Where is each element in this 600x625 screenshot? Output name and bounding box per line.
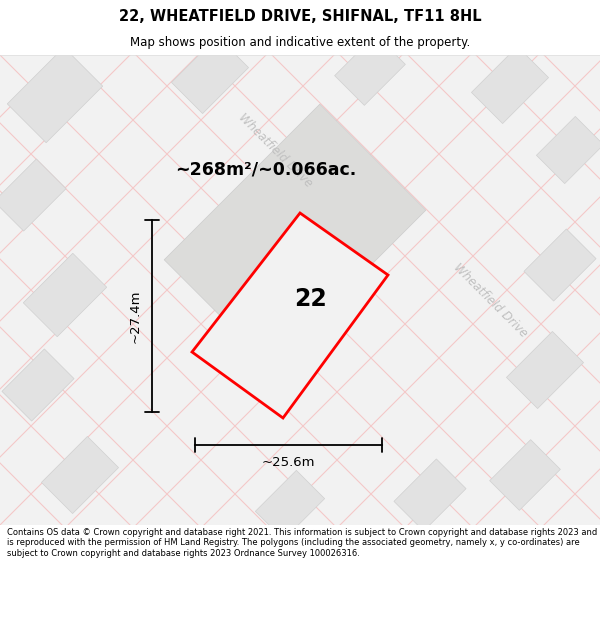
Bar (335, 34, 406, 106)
Text: 22, WHEATFIELD DRIVE, SHIFNAL, TF11 8HL: 22, WHEATFIELD DRIVE, SHIFNAL, TF11 8HL (119, 9, 481, 24)
Text: Wheatfield Drive: Wheatfield Drive (235, 111, 314, 189)
Bar (256, 471, 325, 539)
Bar (524, 229, 596, 301)
Bar (394, 459, 466, 531)
Text: ~25.6m: ~25.6m (262, 456, 315, 469)
Text: ~268m²/~0.066ac.: ~268m²/~0.066ac. (175, 161, 356, 179)
Bar (2, 349, 74, 421)
Text: 22: 22 (295, 288, 327, 311)
Bar (7, 48, 103, 142)
Polygon shape (192, 213, 388, 418)
Bar (23, 253, 107, 337)
Text: ~27.4m: ~27.4m (129, 289, 142, 342)
Text: Map shows position and indicative extent of the property.: Map shows position and indicative extent… (130, 36, 470, 49)
Bar (506, 331, 584, 409)
Bar (490, 439, 560, 511)
Bar (164, 104, 426, 366)
Bar (41, 436, 119, 514)
Bar (536, 116, 600, 184)
Bar (0, 159, 66, 231)
Text: Wheatfield Drive: Wheatfield Drive (451, 261, 530, 339)
Text: Contains OS data © Crown copyright and database right 2021. This information is : Contains OS data © Crown copyright and d… (7, 528, 598, 558)
Bar (472, 46, 548, 124)
Bar (172, 36, 248, 114)
